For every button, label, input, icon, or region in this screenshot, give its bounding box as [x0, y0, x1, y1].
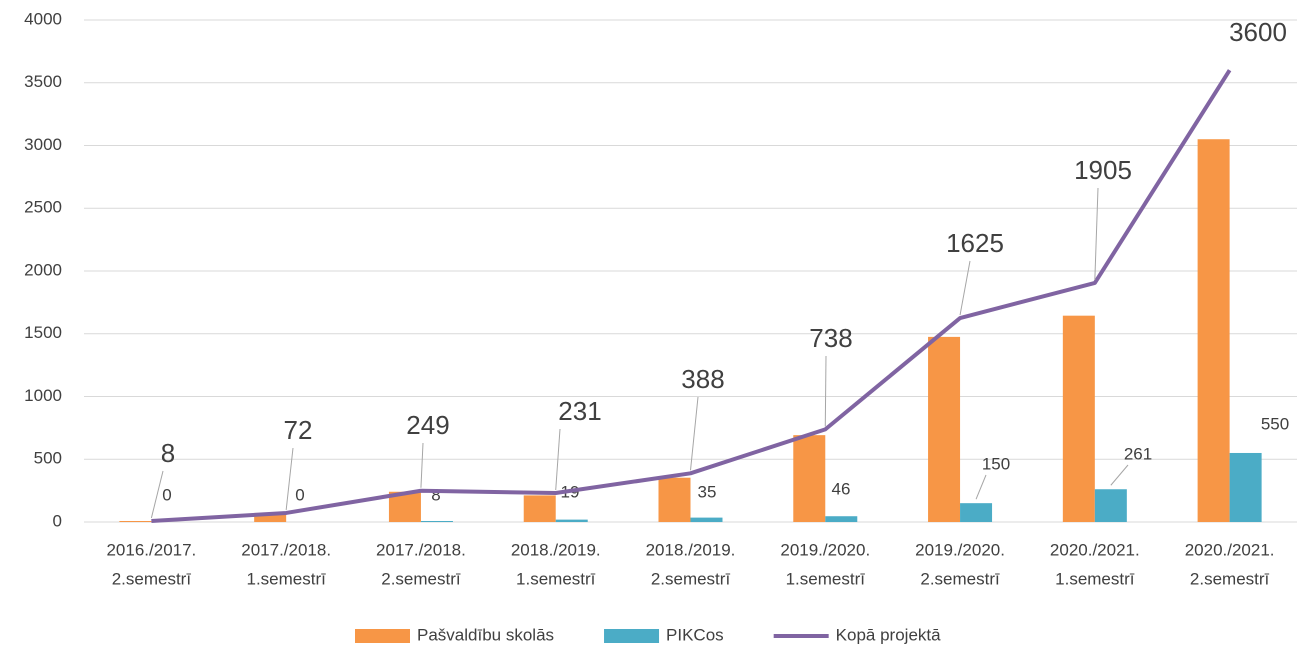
bar [555, 519, 588, 522]
bar [420, 520, 453, 522]
legend-label: Kopā projektā [836, 625, 941, 644]
data-label: 1905 [1074, 155, 1132, 185]
bar [960, 503, 993, 522]
leader-line [555, 428, 561, 491]
x-tick-label: 2019./2020. [780, 540, 870, 559]
y-tick-label: 2500 [24, 198, 62, 217]
x-tick-label: 2.semestrī [651, 569, 731, 588]
data-label: 1625 [946, 228, 1004, 258]
y-tick-label: 1000 [24, 386, 62, 405]
y-tick-label: 4000 [24, 9, 62, 28]
x-tick-label: 2019./2020. [915, 540, 1005, 559]
y-tick-label: 500 [34, 449, 62, 468]
leader-line [975, 474, 987, 500]
bar [825, 516, 858, 522]
bar [1197, 139, 1230, 522]
bar [793, 435, 826, 522]
data-label: 3600 [1229, 17, 1287, 47]
line [151, 69, 1232, 523]
x-tick-label: 2.semestrī [381, 569, 461, 588]
bar [928, 336, 961, 522]
y-tick-label: 0 [53, 511, 62, 530]
data-label: 231 [558, 396, 601, 426]
x-tick-label: 2017./2018. [376, 540, 466, 559]
leader-line [1094, 187, 1099, 280]
data-label: 738 [809, 323, 852, 353]
x-tick-label: 2020./2021. [1050, 540, 1140, 559]
x-tick-label: 2.semestrī [920, 569, 1000, 588]
bar [1062, 315, 1095, 522]
bar [119, 520, 152, 522]
x-tick-label: 2020./2021. [1185, 540, 1275, 559]
legend-swatch [355, 629, 410, 643]
x-tick-label: 2016./2017. [106, 540, 196, 559]
data-label: 46 [832, 479, 851, 498]
x-tick-label: 1.semestrī [1055, 569, 1135, 588]
y-tick-label: 3000 [24, 135, 62, 154]
x-tick-label: 2.semestrī [1190, 569, 1270, 588]
x-tick-label: 2018./2019. [646, 540, 736, 559]
y-tick-label: 3500 [24, 72, 62, 91]
leader-line [1110, 464, 1129, 486]
data-label: 8 [161, 438, 175, 468]
leader-line [420, 442, 424, 488]
legend-swatch [604, 629, 660, 643]
data-label: 388 [681, 364, 724, 394]
bar [1229, 452, 1262, 522]
data-label: 0 [162, 485, 171, 504]
bar [658, 477, 691, 522]
data-label: 0 [295, 485, 304, 504]
y-tick-label: 1500 [24, 323, 62, 342]
leader-line [285, 447, 294, 511]
data-label: 35 [698, 482, 717, 501]
leader-line [690, 396, 699, 471]
legend-label: PIKCos [666, 625, 724, 644]
leader-line [150, 470, 164, 519]
x-tick-label: 1.semestrī [246, 569, 326, 588]
leader-line [824, 355, 827, 427]
data-label: 72 [284, 415, 313, 445]
data-label: 261 [1124, 444, 1152, 463]
data-label: 249 [406, 410, 449, 440]
data-label: 150 [982, 454, 1010, 473]
bar [254, 512, 287, 522]
data-label: 8 [431, 485, 440, 504]
x-tick-label: 2017./2018. [241, 540, 331, 559]
bar [690, 517, 723, 522]
x-tick-label: 1.semestrī [516, 569, 596, 588]
y-tick-label: 2000 [24, 260, 62, 279]
leader-line [959, 260, 971, 316]
data-label: 550 [1261, 414, 1289, 433]
bar [523, 495, 556, 522]
bar [1094, 489, 1127, 522]
x-tick-label: 2.semestrī [112, 569, 192, 588]
x-tick-label: 2018./2019. [511, 540, 601, 559]
x-tick-label: 1.semestrī [786, 569, 866, 588]
legend-label: Pašvaldību skolās [417, 625, 554, 644]
